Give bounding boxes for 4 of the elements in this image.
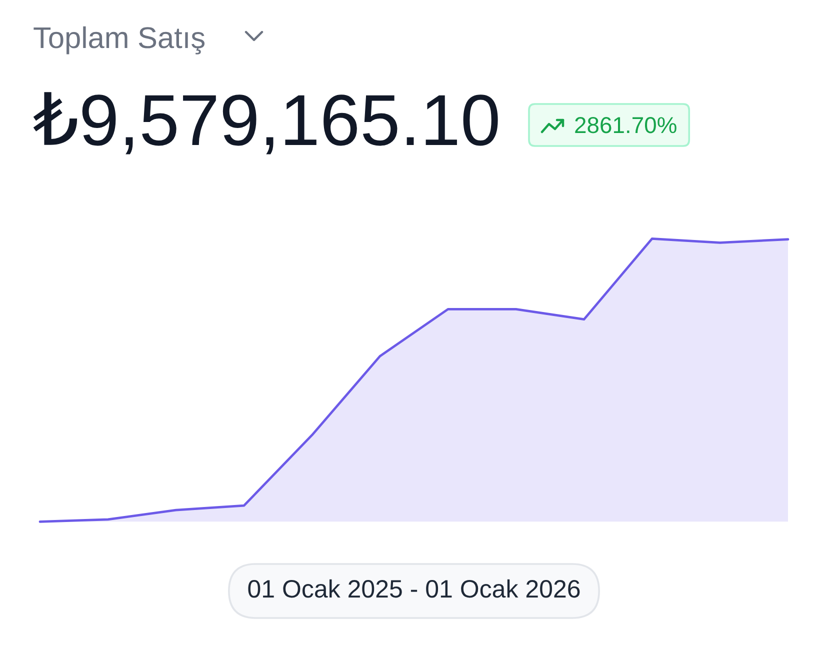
chart-subtitle: ₺9,579,165.10 xyxy=(33,92,498,154)
chart-title: Toplam Satış xyxy=(34,26,205,54)
x-axis-title: 01 Ocak 2025 - 01 Ocak 2026 xyxy=(248,579,580,598)
text: 2861.70% xyxy=(575,117,676,134)
